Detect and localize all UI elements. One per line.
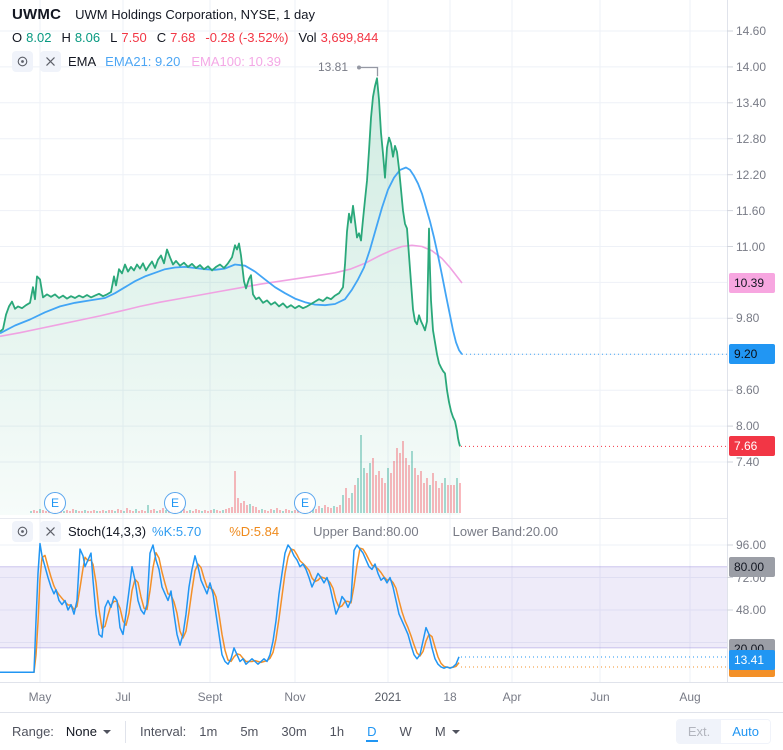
open-label: O (12, 30, 23, 45)
volume-label: Vol (298, 30, 317, 45)
change-value: -0.28 (-3.52%) (205, 30, 289, 45)
close-label: C (156, 30, 167, 45)
interval-button-30m[interactable]: 30m (281, 724, 307, 739)
interval-button-w[interactable]: W (399, 724, 412, 739)
stoch-band (0, 566, 727, 649)
ema-indicator-label[interactable]: EMA (68, 54, 97, 69)
price-tick-label: 14.00 (736, 59, 767, 74)
ema21-price-badge: 9.20 (729, 344, 775, 365)
close-icon (46, 527, 55, 536)
gear-icon (17, 526, 28, 537)
stoch-pane-legend: Stoch(14,3,3) %K:5.70 %D:5.84 Upper Band… (12, 521, 558, 542)
close-value: 7.68 (170, 30, 196, 45)
earnings-marker[interactable]: E (164, 492, 186, 514)
price-tick-label: 8.00 (736, 419, 760, 434)
ema-remove-button[interactable] (40, 51, 61, 72)
open-value: 8.02 (26, 30, 52, 45)
stoch-remove-button[interactable] (40, 521, 61, 542)
bottom-toolbar: Range: None Interval: 1m 5m 30m 1h D W M Ext. … (0, 712, 783, 750)
price-lines (0, 77, 463, 447)
time-axis-label-aug: Aug (679, 690, 701, 704)
high-value: 8.06 (74, 30, 101, 45)
session-toggle-group: Ext. Auto (675, 719, 771, 744)
interval-button-1m[interactable]: 1m (199, 724, 218, 739)
stoch-tick-label: 48.00 (736, 603, 767, 617)
price-tick-label: 8.60 (736, 383, 760, 398)
range-label: Range: (12, 724, 54, 739)
time-axis-label-18: 18 (443, 690, 457, 704)
ohlc-row: O 8.02 H 8.06 L 7.50 C 7.68 -0.28 (-3.52… (12, 30, 382, 45)
close-icon (46, 57, 55, 66)
stoch-upper-band-badge: 80.00 (729, 556, 775, 577)
ema-indicator-row: EMA EMA21: 9.20 EMA100: 10.39 (12, 51, 382, 72)
stoch-k-badge: 13.41 (729, 650, 775, 670)
price-area-fill (0, 78, 460, 516)
stoch-k-line (0, 542, 460, 674)
stoch-k-value: %K:5.70 (152, 524, 202, 539)
main-pane-legend: UWMC UWM Holdings Corporation, NYSE, 1 d… (12, 6, 382, 72)
earnings-marker[interactable]: E (44, 492, 66, 514)
stoch-lower-band-value: Lower Band:20.00 (452, 524, 559, 539)
time-axis-label-jul: Jul (115, 690, 131, 704)
interval-button-group: 1m 5m 30m 1h D W M (198, 722, 460, 742)
price-tick-label: 9.80 (736, 311, 760, 326)
last-value-dotted-lines (461, 353, 727, 447)
ema-settings-button[interactable] (12, 51, 33, 72)
gear-icon (17, 56, 28, 67)
earnings-marker[interactable]: E (294, 492, 316, 514)
interval-button-m[interactable]: M (434, 722, 461, 741)
price-tick-label: 11.00 (736, 239, 766, 254)
chevron-down-icon (103, 729, 111, 734)
axis-decorations (727, 0, 733, 682)
interval-label: Interval: (140, 724, 187, 739)
price-axis[interactable]: 14.60 14.00 13.40 12.80 12.20 11.60 11.00 9.80 8… (728, 0, 783, 682)
price-line (0, 77, 461, 447)
stoch-tick-label: 96.00 (736, 538, 767, 552)
price-peak-annotation: 13.81 (318, 60, 349, 74)
time-axis-label-nov: Nov (284, 690, 306, 704)
low-label: L (110, 30, 118, 45)
high-label: H (61, 30, 71, 45)
time-axis-label-jun: Jun (590, 690, 610, 704)
range-selector[interactable]: None (66, 724, 111, 739)
volume-value: 3,699,844 (320, 30, 379, 45)
stoch-settings-button[interactable] (12, 521, 33, 542)
auto-scale-button[interactable]: Auto (721, 720, 770, 743)
stoch-d-value: %D:5.84 (229, 524, 280, 539)
stoch-d-line (0, 547, 460, 674)
time-axis-label-apr: Apr (502, 690, 522, 704)
interval-button-d[interactable]: D (366, 722, 378, 742)
symbol-description: UWM Holdings Corporation, NYSE, 1 day (75, 7, 315, 22)
price-tick-label: 13.40 (736, 95, 767, 110)
low-value: 7.50 (121, 30, 147, 45)
price-tick-label: 12.80 (736, 131, 767, 146)
stoch-upper-band-value: Upper Band:80.00 (313, 524, 419, 539)
chart-canvas[interactable] (0, 0, 783, 682)
price-tick-label: 12.20 (736, 167, 767, 182)
price-tick-label: 7.40 (736, 455, 760, 469)
peak-annotation-pointer (357, 65, 379, 77)
ema100-value: EMA100: 10.39 (191, 54, 281, 69)
ema21-value: EMA21: 9.20 (105, 54, 181, 69)
ema100-price-badge: 10.39 (729, 273, 775, 293)
time-axis-label-2021: 2021 (374, 690, 402, 704)
time-axis[interactable]: May Jul Sept Nov 2021 18 Apr Jun Aug (0, 682, 783, 712)
interval-button-1h[interactable]: 1h (329, 724, 345, 739)
stoch-indicator-label[interactable]: Stoch(14,3,3) (68, 524, 147, 539)
range-value: None (65, 724, 97, 739)
price-tick-label: 11.60 (736, 203, 766, 218)
last-price-badge: 7.66 (729, 436, 775, 457)
interval-button-5m[interactable]: 5m (240, 724, 259, 739)
ticker-symbol[interactable]: UWMC (12, 6, 62, 23)
ema21-line (0, 166, 463, 355)
time-axis-label-may: May (28, 690, 52, 704)
chevron-down-icon (451, 729, 460, 734)
ext-session-button[interactable]: Ext. (676, 720, 722, 743)
stochastic-lines (0, 542, 727, 674)
time-axis-label-sept: Sept (197, 690, 223, 704)
price-tick-label: 14.60 (736, 24, 767, 38)
toolbar-divider (125, 720, 126, 743)
ema100-line (0, 244, 463, 338)
